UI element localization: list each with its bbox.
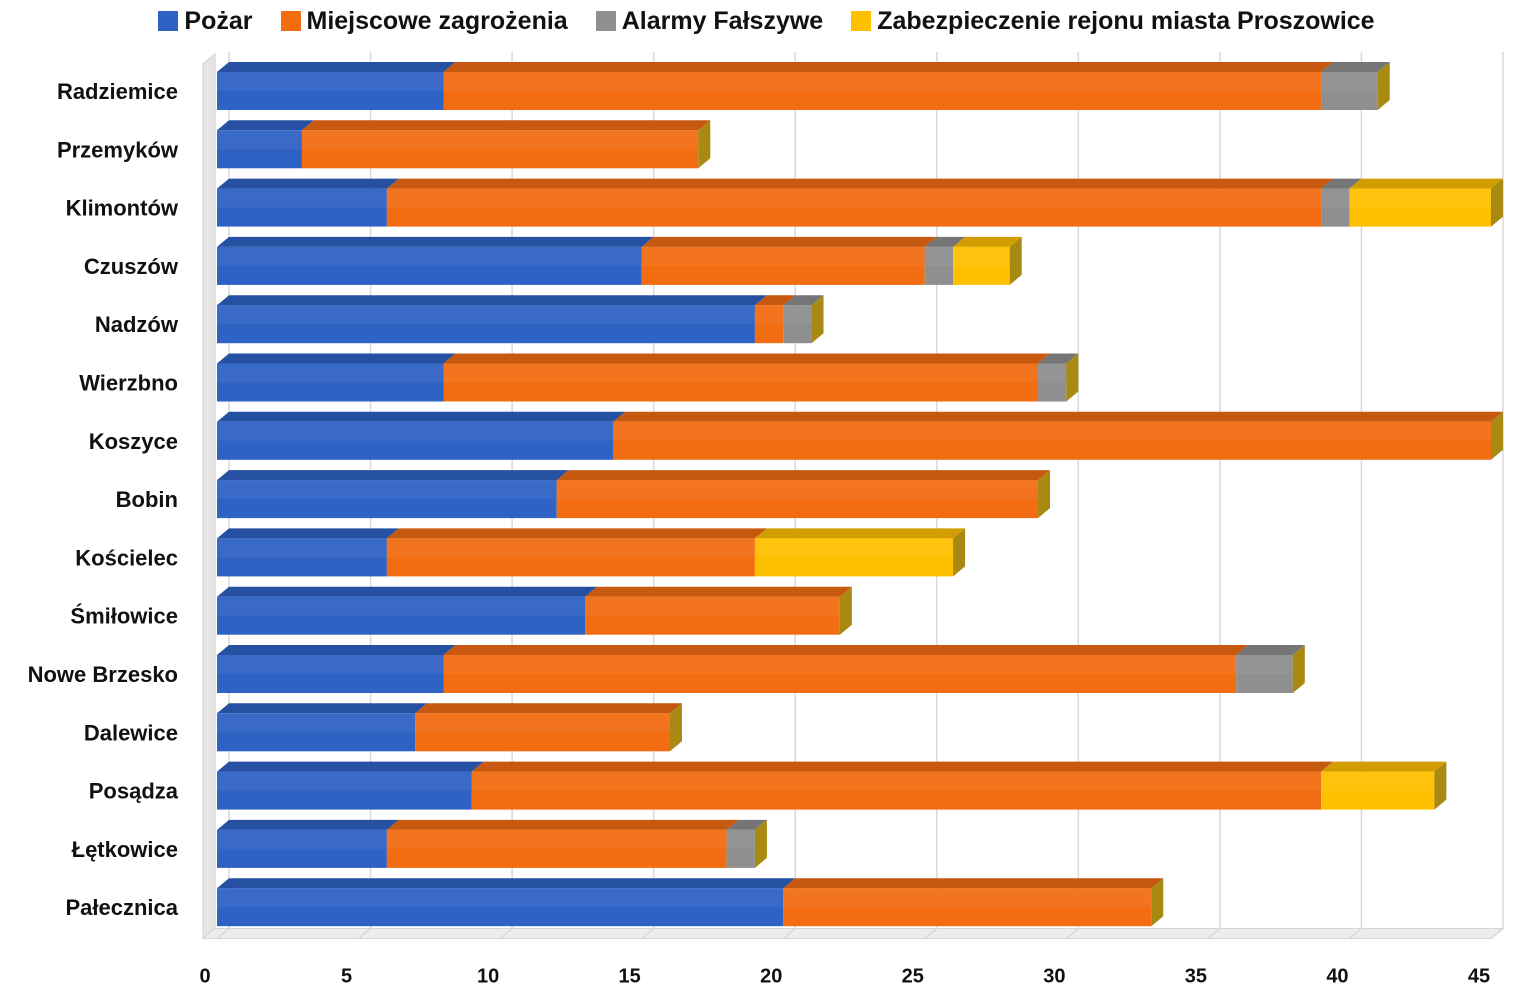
bar-palecznica-pozar [217,878,796,927]
legend-label: Alarmy Fałszywe [621,6,824,35]
floor-gridline [1348,927,1362,940]
x-tick-label: 5 [341,966,352,988]
legend-label: Pożar [184,6,253,35]
bar-posadza-miejscowe-zagrozenia [471,761,1334,810]
x-tick-label: 30 [1043,966,1065,988]
category-label-radziemice: Radziemice [57,79,178,104]
x-tick-label: 0 [199,966,210,988]
floor-gridline [499,927,513,940]
category-label-koszyce: Koszyce [89,429,178,454]
floor-gridline [216,927,230,940]
category-label-posadza: Posądza [89,779,179,804]
bar-nadzow-pozar [217,295,767,344]
bar-klimontow-zabezpieczenie-rejonu-miasta-proszowice [1349,178,1503,227]
category-label-letkowice: Łętkowice [72,837,178,862]
category-label-smilowice: Śmiłowice [70,604,178,629]
category-label-klimontow: Klimontów [66,196,179,221]
bar-letkowice-alarmy-falszywe [726,819,767,868]
bar-posadza-pozar [217,761,484,810]
x-tick-label: 35 [1185,966,1207,988]
category-label-nadzow: Nadzów [95,312,179,337]
bar-radziemice-alarmy-falszywe [1321,62,1390,110]
bar-klimontow-pozar [217,178,399,227]
category-label-dalewice: Dalewice [84,720,178,745]
bar-letkowice-miejscowe-zagrozenia [386,819,739,868]
category-label-koscielec: Kościelec [75,545,178,570]
bar-nowe-brzesko-alarmy-falszywe [1236,645,1305,693]
legend: Pożar Miejscowe zagrożenia Alarmy Fałszywe… [0,2,1533,40]
bar-nadzow-miejscowe-zagrozenia [754,295,796,344]
x-tick-label: 10 [477,966,499,988]
x-tick-label: 40 [1326,966,1348,988]
bar-koszyce-pozar [217,411,626,460]
bar-nowe-brzesko-pozar [217,645,456,693]
floor-gridline [924,927,938,940]
legend-item-pozar: Pożar [158,6,253,36]
x-tick-label: 45 [1468,966,1490,988]
category-label-wierzbno: Wierzbno [79,371,178,396]
x-tick-label: 25 [902,966,924,988]
floor-gridline [1490,927,1504,940]
bar-klimontow-miejscowe-zagrozenia [386,178,1334,227]
bar-nowe-brzesko-miejscowe-zagrozenia [443,645,1249,693]
floor-gridline [641,927,655,940]
floor [201,928,1505,939]
bar-czuszow-alarmy-falszywe [924,236,966,285]
legend-label: Zabezpieczenie rejonu miasta Proszowice [877,6,1375,35]
bar-koszyce-miejscowe-zagrozenia [613,411,1503,460]
floor-gridline [1065,927,1079,940]
bar-czuszow-pozar [217,236,654,285]
category-label-nowe-brzesko: Nowe Brzesko [28,662,178,687]
category-label-bobin: Bobin [116,487,178,512]
x-tick-label: 15 [619,966,641,988]
bar-przemykow-pozar [217,120,314,169]
bar-dalewice-pozar [217,703,428,752]
legend-item-alarmy-falszywe: Alarmy Fałszywe [595,6,824,36]
bar-koscielec-zabezpieczenie-rejonu-miasta-proszowice [754,528,966,577]
bar-wierzbno-alarmy-falszywe [1038,353,1079,402]
bar-letkowice-pozar [217,819,399,868]
floor-gridline [1207,927,1221,940]
category-label-przemykow: Przemyków [57,137,179,162]
bar-posadza-zabezpieczenie-rejonu-miasta-proszowice [1321,761,1447,810]
category-label-palecznica: Pałecznica [65,895,178,920]
bar-czuszow-miejscowe-zagrozenia [641,236,937,285]
x-tick-label: 20 [760,966,782,988]
side-wall [202,52,216,940]
legend-item-miejscowe-zagrozenia: Miejscowe zagrożenia [280,6,568,36]
bar-klimontow-alarmy-falszywe [1321,178,1362,227]
bar-radziemice-miejscowe-zagrozenia [443,62,1334,110]
bar-wierzbno-pozar [217,353,456,402]
bar-koscielec-miejscowe-zagrozenia [386,528,767,577]
bar-wierzbno-miejscowe-zagrozenia [443,353,1051,402]
bar-czuszow-zabezpieczenie-rejonu-miasta-proszowice [953,236,1022,285]
bar-dalewice-miejscowe-zagrozenia [415,703,682,752]
bar-radziemice-pozar [217,62,456,110]
legend-swatch [280,11,301,31]
bar-nadzow-alarmy-falszywe [783,295,824,344]
bar-przemykow-miejscowe-zagrozenia [301,120,711,169]
bar-smilowice-miejscowe-zagrozenia [585,586,852,635]
bar-bobin-pozar [217,470,569,519]
bar-bobin-miejscowe-zagrozenia [556,470,1051,519]
legend-swatch [158,11,179,31]
floor-gridline [358,927,372,940]
legend-label: Miejscowe zagrożenia [306,6,568,35]
legend-swatch [851,11,872,31]
category-label-czuszow: Czuszów [84,254,179,279]
legend-item-zabezpieczenie-rejonu-miasta-proszowice: Zabezpieczenie rejonu miasta Proszowice [851,6,1375,36]
legend-swatch [595,11,616,31]
bar-smilowice-pozar [217,586,598,635]
floor-gridline [782,927,796,940]
bar-koscielec-pozar [217,528,399,577]
bar-palecznica-miejscowe-zagrozenia [783,878,1164,927]
